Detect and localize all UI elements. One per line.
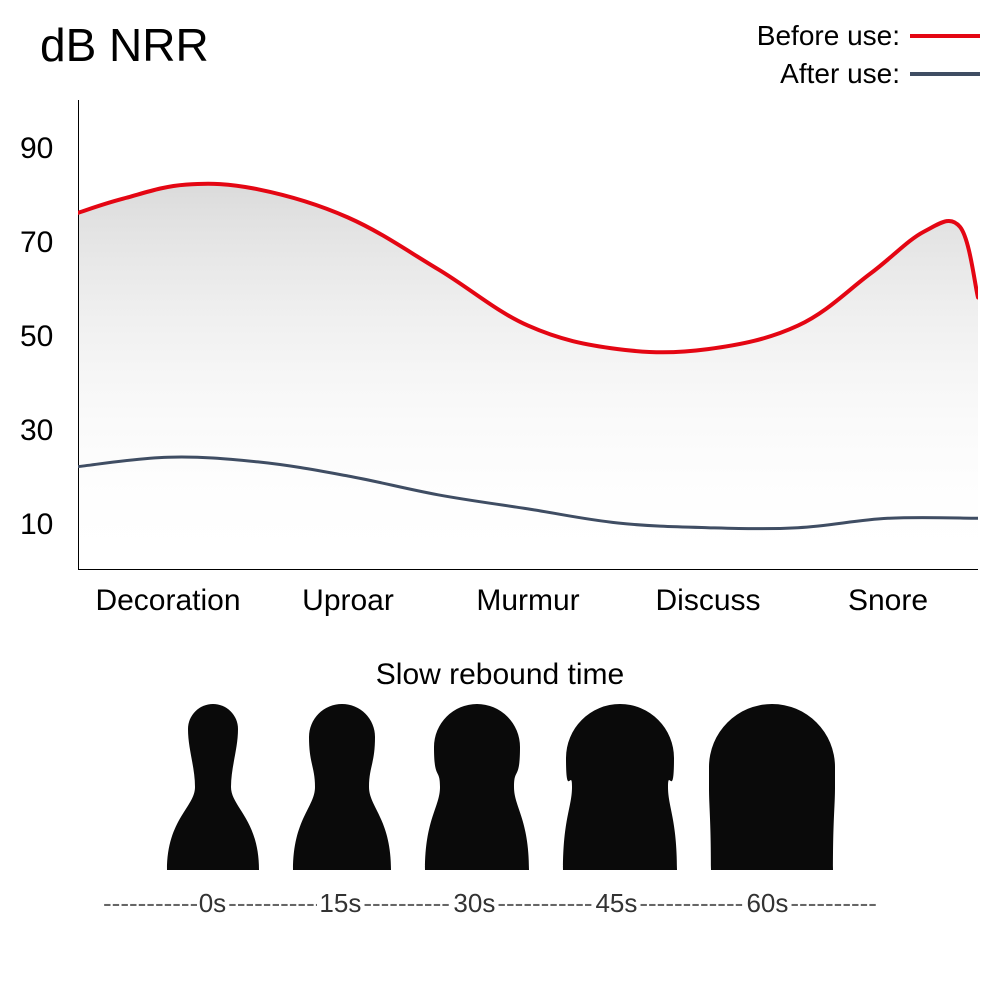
x-tick-label: Uproar xyxy=(302,584,394,618)
earplug-shape xyxy=(165,702,261,872)
dash-separator: ------------- xyxy=(103,888,197,919)
earplug-shape xyxy=(423,702,531,872)
y-tick-label: 70 xyxy=(20,226,80,260)
rebound-time-label: 0s xyxy=(197,888,228,919)
rebound-title: Slow rebound time xyxy=(0,658,1000,692)
earplug-icon xyxy=(709,702,835,872)
earplug-icon xyxy=(291,702,393,872)
y-tick-label: 10 xyxy=(20,508,80,542)
rebound-time-label: 15s xyxy=(317,888,363,919)
dash-separator: ------------ xyxy=(228,888,317,919)
infographic-root: dB NRR Before use:After use: 1030507090 … xyxy=(0,0,1000,1000)
x-tick-label: Decoration xyxy=(95,584,240,618)
dash-separator: ------------ xyxy=(790,888,877,919)
chart-title: dB NRR xyxy=(40,18,209,72)
legend-swatch xyxy=(910,34,980,38)
x-tick-label: Snore xyxy=(848,584,928,618)
rebound-row xyxy=(0,702,1000,872)
rebound-time-label: 30s xyxy=(451,888,497,919)
legend-item: Before use: xyxy=(757,20,980,52)
legend-label: After use: xyxy=(780,58,900,90)
rebound-time-label: 45s xyxy=(593,888,639,919)
earplug-icon xyxy=(165,702,261,872)
earplug-icon xyxy=(423,702,531,872)
x-tick-label: Discuss xyxy=(655,584,760,618)
chart-legend: Before use: After use: xyxy=(757,20,980,96)
chart-plot xyxy=(78,100,978,570)
rebound-time-label: 60s xyxy=(744,888,790,919)
x-tick-label: Murmur xyxy=(476,584,579,618)
earplug-shape xyxy=(291,702,393,872)
legend-swatch xyxy=(910,72,980,76)
dash-separator: --------------- xyxy=(639,888,744,919)
y-tick-label: 50 xyxy=(20,320,80,354)
earplug-shape xyxy=(561,702,679,872)
dash-separator: ------------ xyxy=(363,888,451,919)
chart-area-fill xyxy=(78,184,978,570)
earplug-shape xyxy=(709,702,835,872)
rebound-time-labels: -------------0s------------15s----------… xyxy=(0,888,1000,919)
legend-label: Before use: xyxy=(757,20,900,52)
legend-item: After use: xyxy=(757,58,980,90)
dash-separator: ------------- xyxy=(497,888,593,919)
y-tick-label: 30 xyxy=(20,414,80,448)
earplug-icon xyxy=(561,702,679,872)
y-tick-label: 90 xyxy=(20,132,80,166)
